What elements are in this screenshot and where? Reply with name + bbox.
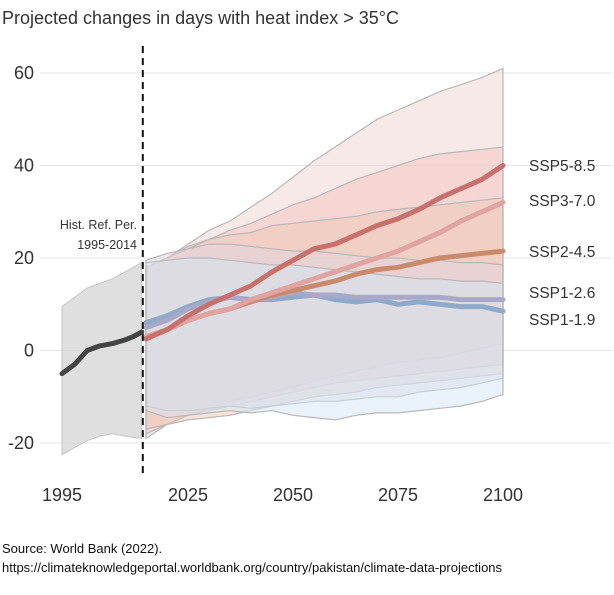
chart-title: Projected changes in days with heat inde… <box>2 8 399 28</box>
reference-label-line1: Hist. Ref. Per. <box>60 218 137 232</box>
x-tick-label: 2025 <box>168 485 208 505</box>
x-tick-label: 2050 <box>273 485 313 505</box>
x-axis-ticks: 1995 2025 2050 2075 2100 <box>42 485 523 505</box>
y-tick-label: 60 <box>14 63 34 83</box>
y-axis-ticks: 60 40 20 0 -20 <box>8 63 34 453</box>
legend-item: SSP2-4.5 <box>529 244 595 261</box>
reference-label-line2: 1995-2014 <box>77 238 137 252</box>
historical-series <box>59 261 145 456</box>
source-url: https://climateknowledgeportal.worldbank… <box>2 560 503 575</box>
historical-median-line <box>59 329 145 377</box>
historical-band <box>61 261 143 456</box>
median-ssp1-2-6 <box>143 290 506 330</box>
y-tick-label: 0 <box>24 341 34 361</box>
x-tick-label: 1995 <box>42 485 82 505</box>
median-ssp5-8-5 <box>143 163 506 342</box>
uncertainty-bands <box>145 67 504 440</box>
legend: SSP5-8.5 SSP3-7.0 SSP2-4.5 SSP1-2.6 SSP1-1.9 <box>529 158 596 329</box>
x-tick-label: 2075 <box>378 485 418 505</box>
legend-item: SSP1-2.6 <box>529 285 595 302</box>
legend-item: SSP1-1.9 <box>529 312 595 329</box>
legend-item: SSP5-8.5 <box>529 158 595 175</box>
y-tick-label: 40 <box>14 156 34 176</box>
median-lines <box>143 163 506 342</box>
x-tick-label: 2100 <box>483 485 523 505</box>
y-tick-label: 20 <box>14 248 34 268</box>
y-tick-label: -20 <box>8 433 34 453</box>
legend-item: SSP3-7.0 <box>529 193 596 210</box>
source-line: Source: World Bank (2022). <box>2 541 162 556</box>
median-ssp3-7-0 <box>143 200 506 340</box>
